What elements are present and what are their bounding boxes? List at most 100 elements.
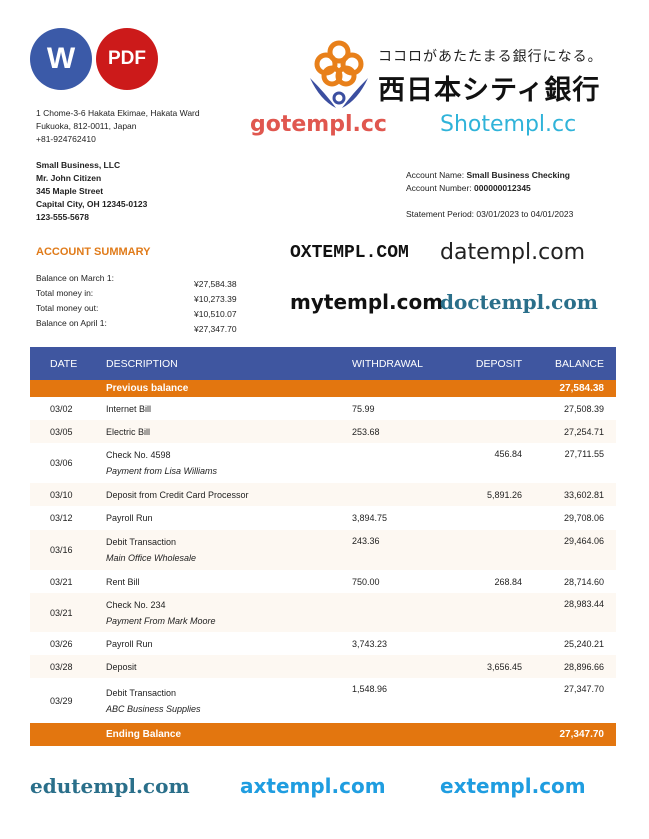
account-name: Small Business Checking	[466, 170, 570, 180]
table-row: 03/02 Internet Bill 75.99 27,508.39	[30, 397, 616, 420]
row-balance: 27,254.71	[522, 420, 616, 443]
row-description: Check No. 234 Payment From Mark Moore	[106, 593, 352, 632]
row-description-text: Deposit	[106, 661, 137, 672]
account-summary-title: ACCOUNT SUMMARY	[36, 246, 151, 258]
table-row: 03/05 Electric Bill 253.68 27,254.71	[30, 420, 616, 443]
row-date: 03/02	[50, 403, 73, 414]
row-withdrawal: 253.68	[352, 420, 452, 443]
summary-label: Total money out:	[36, 303, 99, 313]
row-deposit: 456.84	[494, 449, 522, 459]
row-balance: 25,240.21	[563, 638, 604, 649]
watermark: edutempl.com	[30, 774, 190, 798]
header-balance: BALANCE	[522, 347, 616, 380]
account-info: Account Name: Small Business Checking Ac…	[406, 169, 573, 221]
row-description-text: Debit Transaction	[106, 537, 177, 547]
row-withdrawal	[352, 483, 452, 506]
watermark: mytempl.com	[290, 290, 444, 314]
row-deposit	[452, 632, 522, 655]
table-row: 03/26 Payroll Run 3,743.23 25,240.21	[30, 632, 616, 655]
row-balance: 28,714.60	[563, 576, 604, 587]
customer-name: Mr. John Citizen	[36, 173, 102, 183]
row-date: 03/28	[30, 655, 106, 678]
row-description: Deposit from Credit Card Processor	[106, 483, 352, 506]
account-number: 000000012345	[474, 183, 531, 193]
row-date: 03/21	[30, 593, 106, 632]
bank-address: 1 Chome-3-6 Hakata Ekimae, Hakata Ward F…	[36, 107, 200, 146]
pdf-badge-icon[interactable]: PDF	[96, 28, 158, 90]
watermark: doctempl.com	[440, 290, 598, 314]
bank-tagline: ココロがあたたまる銀行になる。	[378, 48, 603, 64]
previous-balance-row: Previous balance 27,584.38	[30, 380, 616, 397]
row-date: 03/12	[50, 513, 73, 523]
customer-city: Capital City, OH 12345-0123	[36, 199, 148, 209]
summary-label: Total money in:	[36, 288, 94, 298]
row-description-text: Debit Transaction	[106, 687, 177, 698]
watermark: extempl.com	[440, 774, 586, 798]
account-name-label: Account Name:	[406, 170, 465, 180]
watermark: OXTEMPL.COM	[290, 243, 409, 263]
table-row: 03/28 Deposit 3,656.45 28,896.66	[30, 655, 616, 678]
summary-label: Balance on April 1:	[36, 318, 107, 328]
row-date: 03/10	[30, 483, 106, 506]
watermark: gotempl.cc	[250, 112, 387, 137]
row-withdrawal: 3,743.23	[352, 638, 388, 649]
row-deposit	[452, 397, 522, 420]
row-deposit	[452, 420, 522, 443]
row-withdrawal: 3,894.75	[352, 513, 388, 523]
row-date: 03/16	[30, 530, 106, 570]
transactions-table: DATE DESCRIPTION WITHDRAWAL DEPOSIT BALA…	[30, 347, 616, 746]
customer-street: 345 Maple Street	[36, 186, 104, 196]
row-deposit: 5,891.26	[452, 483, 522, 506]
row-description: Check No. 4598 Payment from Lisa Williams	[106, 443, 352, 483]
header-description: DESCRIPTION	[106, 347, 352, 380]
row-description-text: Internet Bill	[106, 403, 152, 414]
row-withdrawal: 75.99	[352, 403, 375, 414]
header-deposit: DEPOSIT	[452, 347, 522, 380]
row-deposit	[452, 593, 522, 632]
previous-balance-label: Previous balance	[106, 380, 352, 397]
row-description: Payroll Run	[106, 632, 352, 655]
row-balance: 28,896.66	[522, 655, 616, 678]
word-badge-icon[interactable]: W	[30, 28, 92, 90]
row-description: Deposit	[106, 655, 352, 678]
row-description: Electric Bill	[106, 420, 352, 443]
table-row: 03/06 Check No. 4598 Payment from Lisa Wi…	[30, 443, 616, 483]
row-date: 03/06	[50, 458, 73, 468]
header-date: DATE	[30, 347, 106, 380]
row-description-text: Payroll Run	[106, 513, 153, 523]
row-description: Debit Transaction Main Office Wholesale	[106, 530, 352, 570]
table-row: 03/12 Payroll Run 3,894.75 29,708.06	[30, 506, 616, 530]
ending-balance-row: Ending Balance 27,347.70	[30, 723, 616, 746]
summary-value: ¥10,273.39	[194, 294, 237, 304]
row-description-text: Check No. 234	[106, 599, 166, 610]
row-date: 03/26	[50, 638, 73, 649]
ending-balance-value: 27,347.70	[522, 723, 616, 746]
table-row: 03/16 Debit Transaction Main Office Whole…	[30, 530, 616, 570]
row-description-text: Check No. 4598	[106, 450, 171, 460]
row-description: Debit Transaction ABC Business Supplies	[106, 678, 352, 723]
row-balance: 27,347.70	[563, 684, 604, 694]
row-date: 03/05	[30, 420, 106, 443]
ending-balance-label: Ending Balance	[106, 723, 352, 746]
customer-company: Small Business, LLC	[36, 160, 121, 170]
summary-value: ¥27,584.38	[194, 279, 237, 289]
account-number-label: Account Number:	[406, 183, 472, 193]
row-date: 03/29	[50, 695, 73, 706]
watermark: axtempl.com	[240, 774, 386, 798]
row-withdrawal: 1,548.96	[352, 684, 388, 694]
row-description-sub: Payment from Lisa Williams	[106, 466, 217, 476]
row-withdrawal	[352, 655, 452, 678]
summary-labels: Balance on March 1: Total money in: Tota…	[36, 271, 114, 331]
row-withdrawal	[352, 593, 452, 632]
table-row: 03/21 Rent Bill 750.00 268.84 28,714.60	[30, 570, 616, 593]
table-row: 03/21 Check No. 234 Payment From Mark Moo…	[30, 593, 616, 632]
row-description: Internet Bill	[106, 397, 352, 420]
bank-name: 西日本シティ銀行	[378, 75, 601, 105]
previous-balance-value: 27,584.38	[522, 380, 616, 397]
address-line: Fukuoka, 812-0011, Japan	[36, 121, 137, 131]
summary-values: ¥27,584.38 ¥10,273.39 ¥10,510.07 ¥27,347…	[194, 277, 237, 337]
customer-phone: 123-555-5678	[36, 212, 89, 222]
row-description-text: Payroll Run	[106, 638, 153, 649]
row-balance: 27,508.39	[563, 403, 604, 414]
statement-period: Statement Period: 03/01/2023 to 04/01/20…	[406, 209, 574, 219]
